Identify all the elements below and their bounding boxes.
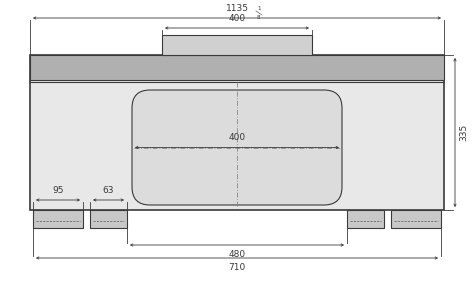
Text: 63: 63 bbox=[103, 186, 114, 195]
Bar bbox=[33, 210, 83, 228]
Text: 400: 400 bbox=[228, 133, 246, 142]
Text: 710: 710 bbox=[228, 263, 246, 272]
Bar bbox=[391, 210, 441, 228]
Text: 95: 95 bbox=[52, 186, 64, 195]
Text: 335: 335 bbox=[459, 124, 468, 141]
Bar bbox=[347, 210, 384, 228]
Text: 8: 8 bbox=[257, 15, 261, 20]
Text: 1135: 1135 bbox=[226, 4, 248, 13]
Text: 480: 480 bbox=[228, 250, 246, 259]
Bar bbox=[90, 210, 127, 228]
FancyBboxPatch shape bbox=[132, 90, 342, 205]
Text: 1: 1 bbox=[257, 6, 261, 11]
Bar bbox=[162, 35, 312, 55]
Bar bbox=[30, 55, 444, 210]
Bar bbox=[30, 55, 444, 80]
Text: 400: 400 bbox=[228, 14, 246, 23]
